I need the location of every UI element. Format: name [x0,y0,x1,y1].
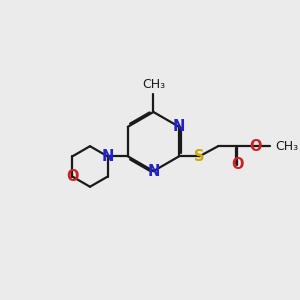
Text: CH₃: CH₃ [142,78,165,91]
Text: N: N [147,164,160,178]
Text: CH₃: CH₃ [275,140,298,153]
Text: S: S [194,149,205,164]
Text: O: O [231,157,244,172]
Text: N: N [173,119,185,134]
Text: O: O [66,169,79,184]
Text: O: O [249,139,262,154]
Text: N: N [101,149,114,164]
